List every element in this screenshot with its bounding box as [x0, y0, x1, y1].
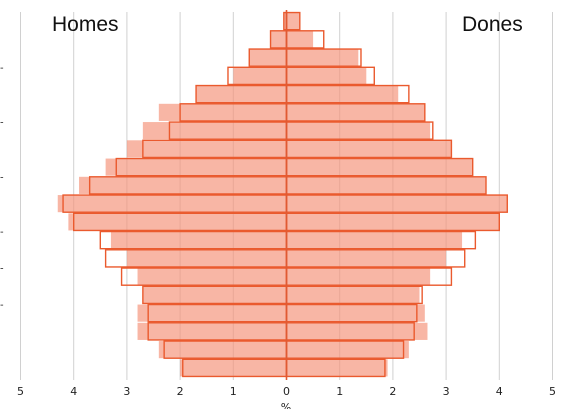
x-tick-label: 1	[336, 385, 343, 398]
bar-right	[286, 213, 500, 231]
x-axis-label: %	[281, 401, 291, 409]
bar-right	[286, 67, 367, 85]
bar-right	[286, 158, 473, 176]
right-title: Dones	[462, 13, 523, 36]
y-tick-mark: -	[0, 300, 4, 311]
y-tick-mark: -	[0, 264, 4, 275]
x-tick-label: 1	[230, 385, 237, 398]
bar-right	[286, 359, 388, 377]
x-tick-label: 2	[177, 385, 184, 398]
x-tick-label: 5	[17, 385, 24, 398]
bar-left	[270, 30, 287, 48]
outline-bars	[62, 11, 508, 378]
y-tick-mark: -	[0, 118, 4, 129]
x-tick-label: 5	[549, 385, 556, 398]
x-tick-label: 4	[496, 385, 503, 398]
x-tick-label: 3	[443, 385, 450, 398]
bar-left	[137, 304, 287, 322]
x-tick-label: 2	[389, 385, 396, 398]
bar-left	[249, 49, 287, 67]
y-tick-mark: -	[0, 63, 4, 74]
bar-right	[286, 12, 300, 30]
bar-right	[286, 103, 425, 121]
bar-left	[142, 122, 287, 140]
bar-right	[286, 322, 428, 340]
bar-right	[286, 286, 420, 304]
bar-left	[126, 140, 287, 158]
bar-left	[158, 103, 287, 121]
filled-bars	[57, 12, 508, 377]
bar-right	[286, 268, 431, 286]
bar-right	[286, 304, 425, 322]
bar-right	[286, 176, 486, 194]
bar-left	[110, 231, 287, 249]
bar-left	[137, 268, 287, 286]
bar-left	[233, 67, 287, 85]
bar-left	[68, 213, 287, 231]
bar-right	[286, 231, 463, 249]
x-axis-tick-labels: 5 4 3 2 1 0 1 2 3 4 5	[17, 385, 556, 398]
x-tick-label: 3	[123, 385, 130, 398]
bar-right	[286, 140, 452, 158]
y-tick-mark: -	[0, 172, 4, 183]
bar-left	[105, 158, 287, 176]
y-tick-mark: -	[0, 227, 4, 238]
bar-left	[142, 286, 287, 304]
bar-left	[196, 85, 287, 103]
bar-right	[286, 195, 508, 213]
y-axis-tick-marks: - - - - - -	[0, 63, 4, 311]
bar-left	[79, 176, 287, 194]
bar-left	[180, 359, 287, 377]
bar-right	[286, 122, 431, 140]
bar-left	[158, 341, 287, 359]
bar-left	[126, 249, 287, 267]
bar-right	[286, 341, 409, 359]
bar-right	[286, 30, 314, 48]
bar-right	[286, 49, 359, 67]
left-title: Homes	[52, 13, 119, 36]
x-tick-label: 4	[70, 385, 77, 398]
bar-left	[137, 322, 287, 340]
bar-right	[286, 85, 399, 103]
x-tick-label: 0	[283, 385, 290, 398]
bar-right	[286, 249, 447, 267]
bar-left	[283, 12, 287, 30]
bar-left	[57, 195, 287, 213]
